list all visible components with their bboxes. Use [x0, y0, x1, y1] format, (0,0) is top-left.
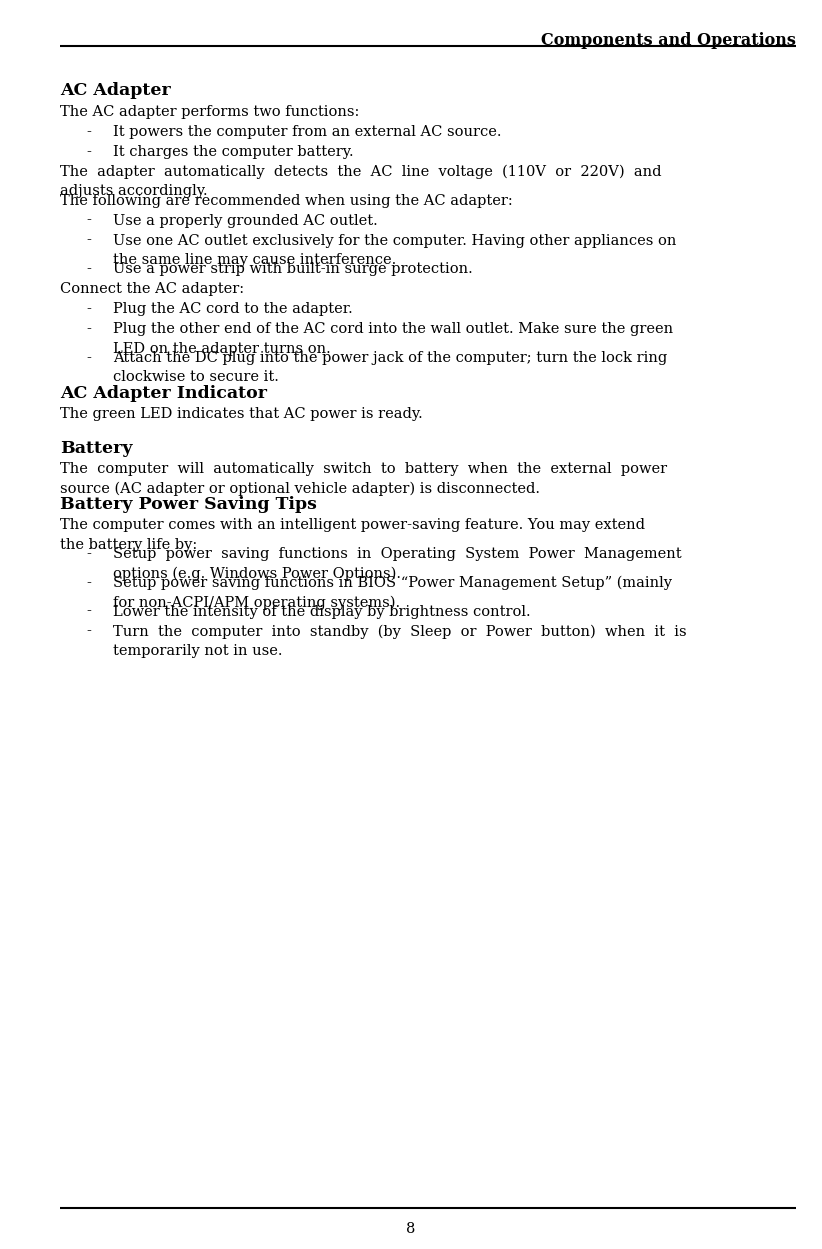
Text: -: -: [86, 605, 91, 618]
Text: Plug the AC cord to the adapter.: Plug the AC cord to the adapter.: [113, 302, 353, 316]
Text: Use one AC outlet exclusively for the computer. Having other appliances on: Use one AC outlet exclusively for the co…: [113, 234, 677, 247]
Text: Use a properly grounded AC outlet.: Use a properly grounded AC outlet.: [113, 214, 378, 227]
Text: 8: 8: [406, 1222, 416, 1235]
Text: -: -: [86, 351, 91, 365]
Text: Battery: Battery: [60, 440, 132, 457]
Text: clockwise to secure it.: clockwise to secure it.: [113, 370, 279, 385]
Text: Plug the other end of the AC cord into the wall outlet. Make sure the green: Plug the other end of the AC cord into t…: [113, 322, 673, 336]
Text: options (e.g. Windows Power Options).: options (e.g. Windows Power Options).: [113, 567, 401, 581]
Text: for non-ACPI/APM operating systems).: for non-ACPI/APM operating systems).: [113, 595, 400, 610]
Text: -: -: [86, 547, 91, 561]
Text: Components and Operations: Components and Operations: [541, 32, 796, 50]
Text: -: -: [86, 214, 91, 227]
Text: Battery Power Saving Tips: Battery Power Saving Tips: [60, 496, 316, 513]
Text: AC Adapter: AC Adapter: [60, 82, 171, 100]
Text: Attach the DC plug into the power jack of the computer; turn the lock ring: Attach the DC plug into the power jack o…: [113, 351, 667, 365]
Text: AC Adapter Indicator: AC Adapter Indicator: [60, 385, 267, 402]
Text: temporarily not in use.: temporarily not in use.: [113, 644, 283, 658]
Text: -: -: [86, 145, 91, 159]
Text: Lower the intensity of the display by brightness control.: Lower the intensity of the display by br…: [113, 605, 531, 618]
Text: -: -: [86, 262, 91, 276]
Text: Setup  power  saving  functions  in  Operating  System  Power  Management: Setup power saving functions in Operatin…: [113, 547, 682, 561]
Text: The green LED indicates that AC power is ready.: The green LED indicates that AC power is…: [60, 407, 423, 421]
Text: Turn  the  computer  into  standby  (by  Sleep  or  Power  button)  when  it  is: Turn the computer into standby (by Sleep…: [113, 624, 687, 639]
Text: Use a power strip with built-in surge protection.: Use a power strip with built-in surge pr…: [113, 262, 473, 276]
Text: -: -: [86, 624, 91, 638]
Text: adjusts accordingly.: adjusts accordingly.: [60, 185, 208, 199]
Text: -: -: [86, 302, 91, 316]
Text: LED on the adapter turns on.: LED on the adapter turns on.: [113, 342, 331, 356]
Text: the same line may cause interference.: the same line may cause interference.: [113, 252, 397, 267]
Text: the battery life by:: the battery life by:: [60, 537, 197, 552]
Text: Connect the AC adapter:: Connect the AC adapter:: [60, 282, 244, 296]
Text: The AC adapter performs two functions:: The AC adapter performs two functions:: [60, 105, 359, 119]
Text: The computer comes with an intelligent power-saving feature. You may extend: The computer comes with an intelligent p…: [60, 518, 645, 532]
Text: It powers the computer from an external AC source.: It powers the computer from an external …: [113, 125, 502, 139]
Text: source (AC adapter or optional vehicle adapter) is disconnected.: source (AC adapter or optional vehicle a…: [60, 481, 540, 496]
Text: The following are recommended when using the AC adapter:: The following are recommended when using…: [60, 194, 513, 207]
Text: -: -: [86, 125, 91, 139]
Text: -: -: [86, 234, 91, 247]
Text: -: -: [86, 322, 91, 336]
Text: The  adapter  automatically  detects  the  AC  line  voltage  (110V  or  220V)  : The adapter automatically detects the AC…: [60, 165, 662, 180]
Text: The  computer  will  automatically  switch  to  battery  when  the  external  po: The computer will automatically switch t…: [60, 462, 667, 476]
Text: It charges the computer battery.: It charges the computer battery.: [113, 145, 354, 159]
Text: Setup power saving functions in BIOS “Power Management Setup” (mainly: Setup power saving functions in BIOS “Po…: [113, 576, 672, 591]
Text: -: -: [86, 576, 91, 590]
